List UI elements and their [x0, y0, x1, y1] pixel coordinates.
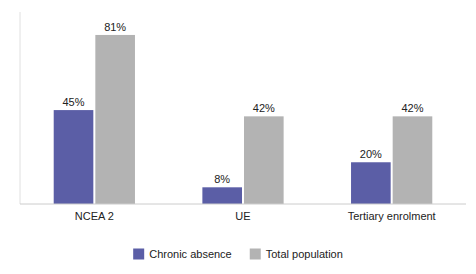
y-axis-line	[20, 12, 21, 204]
data-label: 81%	[104, 21, 126, 33]
data-labels: 45% 81% 8% 42% 20% 42%	[63, 21, 424, 185]
legend-swatch	[133, 249, 144, 260]
chart-container: 45% 81% 8% 42% 20% 42% NCEA 2 UE Tertiary enrolm…	[0, 0, 476, 274]
data-label: 42%	[253, 102, 275, 114]
legend-swatch	[250, 249, 261, 260]
bar	[202, 187, 242, 204]
data-label: 42%	[401, 102, 423, 114]
bar	[244, 116, 284, 204]
bars	[54, 35, 433, 204]
x-tick-label: Tertiary enrolment	[348, 210, 436, 222]
x-axis-line	[20, 204, 466, 205]
legend: Chronic absence Total population	[133, 248, 343, 260]
x-tick-label: UE	[235, 210, 250, 222]
bar	[351, 162, 391, 204]
data-label: 45%	[63, 96, 85, 108]
bar	[95, 35, 135, 204]
x-tick-label: NCEA 2	[75, 210, 114, 222]
data-label: 20%	[360, 148, 382, 160]
bar	[393, 116, 433, 204]
data-label: 8%	[214, 173, 230, 185]
legend-label: Total population	[266, 248, 343, 260]
chart: 45% 81% 8% 42% 20% 42% NCEA 2 UE Tertiary enrolm…	[0, 0, 476, 274]
legend-label: Chronic absence	[149, 248, 232, 260]
bar	[54, 110, 94, 204]
